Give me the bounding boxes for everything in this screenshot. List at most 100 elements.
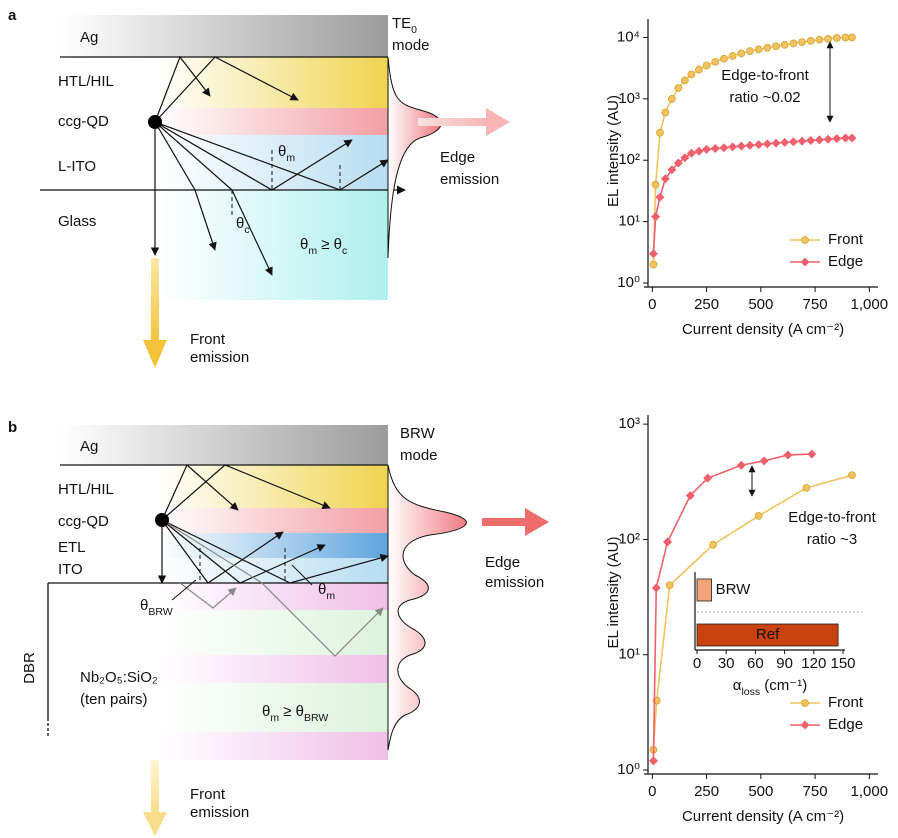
x-tick-label: 1,000 xyxy=(851,296,889,313)
point-marker xyxy=(798,137,807,146)
annotation: Edge-to-front xyxy=(721,67,809,84)
inset-x-tick-label: 30 xyxy=(718,655,735,672)
layer-label: ccg-QD xyxy=(58,513,109,530)
edge-emission-label: Edge xyxy=(440,149,475,166)
label-part: θ xyxy=(236,215,244,232)
point-marker xyxy=(652,583,661,592)
label-part: m xyxy=(286,152,295,164)
layer-label: ETL xyxy=(58,539,86,556)
edge-arrow xyxy=(482,518,527,526)
y-axis-label: EL intensity (AU) xyxy=(605,537,622,649)
point-marker xyxy=(655,193,664,202)
point-marker xyxy=(745,141,754,150)
y-tick-label: 10⁴ xyxy=(617,28,640,45)
x-tick-label: 750 xyxy=(803,783,828,800)
layer-label: ccg-QD xyxy=(58,113,109,130)
quantum-dot xyxy=(155,513,169,527)
layer-label: ITO xyxy=(58,561,83,578)
label-part: ≥ θ xyxy=(317,236,342,253)
figure: a b AgHTL/HILccg-QDL-ITOGlassTE0modeEdge… xyxy=(0,0,898,838)
inset-bar-label: BRW xyxy=(716,581,752,598)
point-marker xyxy=(807,37,814,44)
layer xyxy=(60,15,388,57)
point-marker xyxy=(710,541,717,548)
layer-label: Ag xyxy=(80,438,98,455)
label-part: BRW xyxy=(400,425,436,442)
point-marker xyxy=(694,147,703,156)
point-marker xyxy=(738,50,745,57)
point-marker xyxy=(668,95,675,102)
x-tick-label: 500 xyxy=(748,783,773,800)
point-marker xyxy=(815,135,824,144)
point-marker xyxy=(789,137,798,146)
point-marker xyxy=(842,34,849,41)
series-line xyxy=(653,454,811,761)
layer-label: Glass xyxy=(58,213,96,230)
point-marker xyxy=(803,484,810,491)
point-marker xyxy=(695,66,702,73)
rich-label: αloss (cm⁻¹) xyxy=(733,677,807,698)
label-part: ≥ θ xyxy=(279,703,304,720)
layer xyxy=(160,108,388,135)
x-tick-label: 1,000 xyxy=(851,783,889,800)
point-marker xyxy=(848,472,855,479)
x-tick-label: 500 xyxy=(748,296,773,313)
label-part: m xyxy=(308,245,317,257)
legend-marker xyxy=(801,258,810,267)
edge-arrow xyxy=(418,118,488,126)
point-marker xyxy=(737,142,746,151)
point-marker xyxy=(772,139,781,148)
point-marker xyxy=(675,85,682,92)
point-marker xyxy=(746,48,753,55)
front-emission-label: Front xyxy=(190,786,226,803)
label-part: θ xyxy=(278,143,286,160)
front-arrow-head xyxy=(143,812,167,836)
point-marker xyxy=(662,109,669,116)
layer-label: Ag xyxy=(80,29,98,46)
layer xyxy=(160,583,388,610)
label-part: θ xyxy=(262,703,270,720)
point-marker xyxy=(711,144,720,153)
y-tick-label: 10⁰ xyxy=(617,274,640,291)
point-marker xyxy=(783,450,792,459)
inset-x-tick-label: 0 xyxy=(693,655,701,672)
mode-label: mode xyxy=(400,447,438,464)
inset-x-tick-label: 150 xyxy=(830,655,855,672)
mode-profile xyxy=(388,465,466,750)
point-marker xyxy=(728,142,737,151)
point-marker xyxy=(781,41,788,48)
x-tick-label: 0 xyxy=(648,783,656,800)
point-marker xyxy=(760,456,769,465)
inset-x-tick-label: 60 xyxy=(747,655,764,672)
point-marker xyxy=(712,58,719,65)
front-emission-label: emission xyxy=(190,349,249,366)
point-marker xyxy=(806,136,815,145)
front-arrow-head xyxy=(143,340,167,368)
label-part: (cm⁻¹) xyxy=(760,677,807,694)
point-marker xyxy=(824,135,833,144)
label-part: BRW xyxy=(304,712,328,724)
inset-bar-label: Ref xyxy=(756,626,780,643)
rich-label: TE0 xyxy=(392,15,417,36)
point-marker xyxy=(651,212,660,221)
layer xyxy=(160,683,388,732)
point-marker xyxy=(780,138,789,147)
annotation: ratio ~0.02 xyxy=(729,89,800,106)
point-marker xyxy=(755,46,762,53)
point-marker xyxy=(825,35,832,42)
x-tick-label: 250 xyxy=(694,783,719,800)
point-marker xyxy=(649,756,658,765)
label-part: m xyxy=(326,590,335,602)
dbr-label: DBR xyxy=(21,652,38,684)
point-marker xyxy=(688,71,695,78)
layer xyxy=(160,508,388,533)
label-part: BRW xyxy=(148,606,172,618)
layer xyxy=(160,732,388,760)
legend-marker xyxy=(802,237,809,244)
edge-arrow-head xyxy=(525,508,549,536)
y-axis-label: EL intensity (AU) xyxy=(605,95,622,207)
x-tick-label: 250 xyxy=(694,296,719,313)
dbr-stack-label: (ten pairs) xyxy=(80,691,148,708)
panel-label: b xyxy=(8,419,17,436)
legend-label: Front xyxy=(828,694,864,711)
